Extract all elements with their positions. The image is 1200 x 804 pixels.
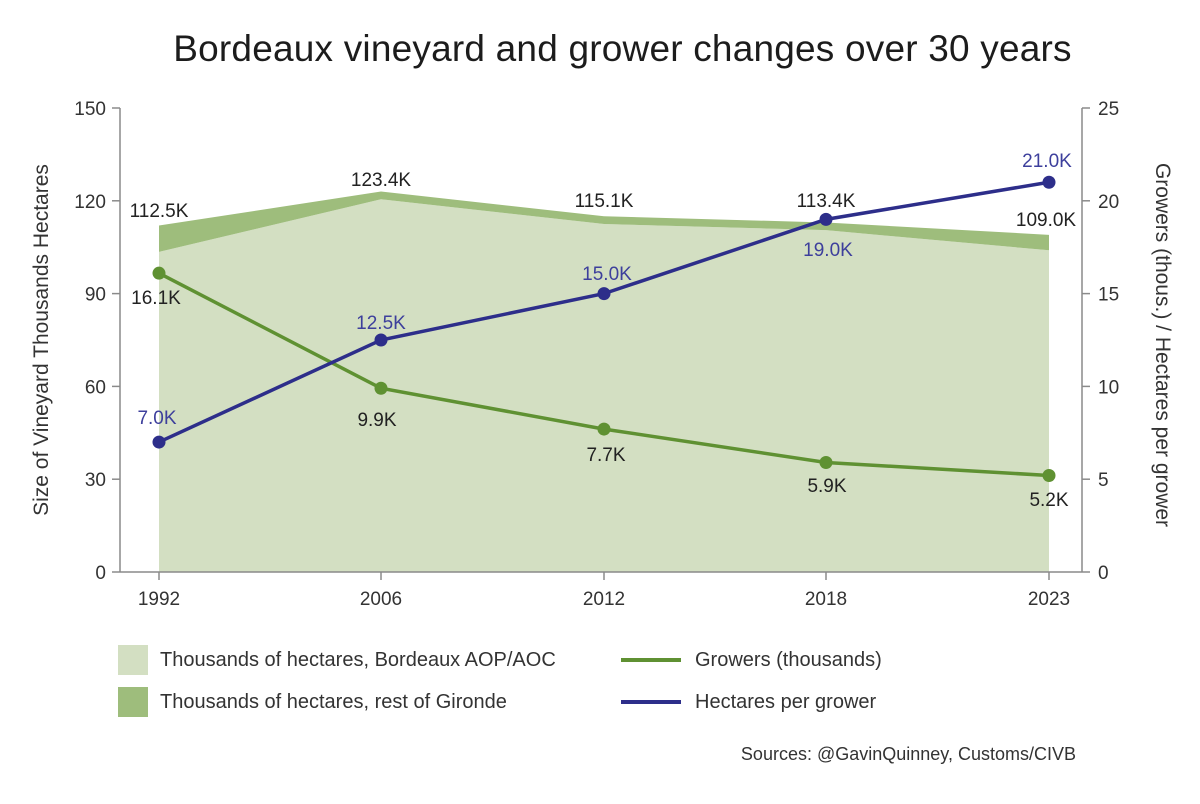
legend-swatch-aop [118,645,148,675]
hpg-point [819,212,833,226]
growers-point [1042,468,1056,482]
total-hectares-label: 115.1K [575,191,634,212]
growers-label: 5.9K [807,476,846,497]
legend-swatch-hpg [621,700,681,704]
legend-label-gironde: Thousands of hectares, rest of Gironde [160,690,507,713]
area-rest-gironde [159,191,1049,252]
total-hectares-label: 123.4K [351,170,412,191]
axes-layer: 0 30 60 90 120 150 0 5 10 15 20 25 1992 2006 2012 2018 2… [30,99,1174,610]
chart-svg: 0 30 60 90 120 150 0 5 10 15 20 25 1992 2006 2012 2018 2… [30,99,1174,610]
area-aop [159,199,1049,572]
y-tick-label-right: 15 [1098,285,1119,306]
legend-item-growers: Growers (thousands) [621,644,882,676]
growers-label: 5.2K [1029,490,1068,511]
y-tick-label-left: 120 [74,192,106,213]
x-tick-label: 2012 [583,589,625,610]
y-axis-title-left: Size of Vineyard Thousands Hectares [30,164,53,516]
hpg-point [1042,175,1056,189]
x-tick-label: 2018 [805,589,847,610]
y-tick-label-left: 90 [85,285,106,306]
hpg-label: 7.0K [137,408,176,429]
legend-swatch-gironde [118,687,148,717]
y-tick-label-right: 20 [1098,192,1119,213]
sources-note: Sources: @GavinQuinney, Customs/CIVB [740,744,1076,764]
legend-item-aop: Thousands of hectares, Bordeaux AOP/AOC [118,644,556,676]
y-tick-label-left: 0 [95,563,106,584]
growers-label: 16.1K [131,288,181,309]
total-hectares-label: 109.0K [1016,210,1077,231]
label-layer: 112.5K 123.4K 115.1K 113.4K 109.0K 16.1K 9.9K 7… [130,151,1077,511]
legend-label-aop: Thousands of hectares, Bordeaux AOP/AOC [160,648,556,671]
growers-point [597,422,611,436]
area-layer [159,191,1049,572]
hpg-label: 12.5K [356,313,406,334]
y-axis-title-right: Growers (thous.) / Hectares per grower [1151,163,1174,527]
growers-label: 9.9K [357,410,396,431]
growers-point [152,266,166,280]
y-tick-label-left: 60 [85,377,106,398]
x-tick-label: 2006 [360,589,402,610]
legend-item-hpg: Hectares per grower [621,686,876,718]
legend: Thousands of hectares, Bordeaux AOP/AOC … [118,640,1018,730]
hpg-point [374,333,388,347]
total-hectares-label: 113.4K [797,191,856,212]
y-tick-label-right: 5 [1098,470,1109,491]
x-tick-label: 1992 [138,589,180,610]
y-tick-label-right: 0 [1098,563,1109,584]
growers-label: 7.7K [586,445,625,466]
line-layer [152,175,1056,482]
y-tick-label-right: 25 [1098,99,1119,120]
y-tick-label-left: 30 [85,470,106,491]
total-hectares-label: 112.5K [130,201,189,222]
growers-point [819,455,833,469]
legend-label-hpg: Hectares per grower [695,690,877,713]
growers-point [374,381,388,395]
hpg-label: 15.0K [582,264,632,285]
legend-label-growers: Growers (thousands) [695,648,882,671]
hpg-point [152,435,166,449]
y-tick-label-right: 10 [1098,377,1119,398]
legend-swatch-growers [621,658,681,662]
hpg-label: 21.0K [1022,151,1072,172]
x-tick-label: 2023 [1028,589,1070,610]
chart-title: Bordeaux vineyard and grower changes ove… [173,28,1072,69]
legend-item-gironde: Thousands of hectares, rest of Gironde [118,686,507,718]
hpg-point [597,287,611,301]
hpg-label: 19.0K [803,240,853,261]
y-tick-label-left: 150 [74,99,106,120]
